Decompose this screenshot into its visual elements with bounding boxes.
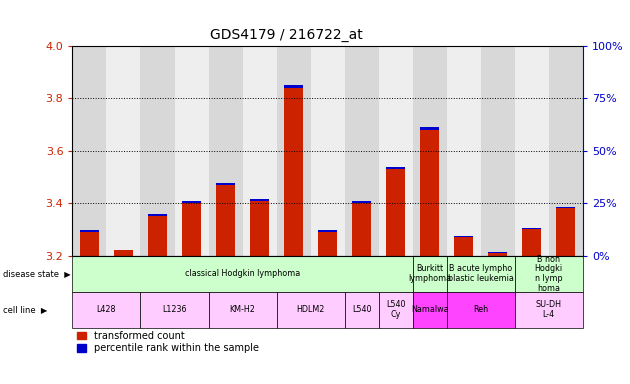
Bar xyxy=(515,46,549,256)
Bar xyxy=(447,256,515,291)
Text: Reh: Reh xyxy=(473,305,488,314)
Bar xyxy=(140,46,175,256)
Title: GDS4179 / 216722_at: GDS4179 / 216722_at xyxy=(210,28,363,42)
Text: HDLM2: HDLM2 xyxy=(296,305,325,314)
Bar xyxy=(556,209,575,256)
Text: L540: L540 xyxy=(352,305,371,314)
Text: classical Hodgkin lymphoma: classical Hodgkin lymphoma xyxy=(185,269,300,278)
Text: L540
Cy: L540 Cy xyxy=(386,300,405,319)
Bar xyxy=(345,46,379,256)
Bar xyxy=(148,215,167,216)
Text: disease state  ▶: disease state ▶ xyxy=(3,269,71,278)
Bar xyxy=(515,291,583,328)
Bar xyxy=(352,201,371,203)
Text: KM-H2: KM-H2 xyxy=(229,305,256,314)
Bar xyxy=(277,291,345,328)
Bar xyxy=(250,199,269,200)
Bar xyxy=(488,253,507,256)
Text: Burkitt
lymphoma: Burkitt lymphoma xyxy=(408,264,451,283)
Bar xyxy=(182,201,201,203)
Text: Namalwa: Namalwa xyxy=(411,305,449,314)
Bar xyxy=(72,46,106,256)
Bar xyxy=(148,216,167,256)
Legend: transformed count, percentile rank within the sample: transformed count, percentile rank withi… xyxy=(74,327,263,358)
Bar xyxy=(243,46,277,256)
Bar xyxy=(311,46,345,256)
Bar xyxy=(379,46,413,256)
Text: L428: L428 xyxy=(97,305,116,314)
Bar xyxy=(182,203,201,256)
Bar xyxy=(352,203,371,256)
Bar xyxy=(318,232,337,256)
Bar xyxy=(386,167,405,169)
Bar xyxy=(481,46,515,256)
Bar xyxy=(80,230,99,232)
Text: SU-DH
L-4: SU-DH L-4 xyxy=(536,300,562,319)
Text: L1236: L1236 xyxy=(163,305,186,314)
Bar xyxy=(549,46,583,256)
Bar xyxy=(277,46,311,256)
Bar xyxy=(175,46,209,256)
Bar xyxy=(345,291,379,328)
Bar xyxy=(454,236,473,237)
Bar xyxy=(522,228,541,229)
Bar xyxy=(72,291,140,328)
Text: B non
Hodgki
n lymp
homa: B non Hodgki n lymp homa xyxy=(535,255,563,293)
Bar xyxy=(447,46,481,256)
Bar xyxy=(72,256,413,291)
Bar xyxy=(522,229,541,256)
Bar xyxy=(488,252,507,253)
Bar xyxy=(284,85,303,88)
Bar xyxy=(216,183,235,185)
Text: cell line  ▶: cell line ▶ xyxy=(3,305,47,314)
Bar xyxy=(386,169,405,256)
Bar xyxy=(106,46,140,256)
Bar xyxy=(413,291,447,328)
Bar xyxy=(250,200,269,256)
Bar xyxy=(318,230,337,232)
Text: B acute lympho
blastic leukemia: B acute lympho blastic leukemia xyxy=(448,264,513,283)
Bar xyxy=(209,46,243,256)
Bar xyxy=(556,207,575,209)
Bar xyxy=(420,127,439,130)
Bar xyxy=(379,291,413,328)
Bar xyxy=(140,291,209,328)
Bar xyxy=(80,232,99,256)
Bar xyxy=(114,250,133,256)
Bar xyxy=(413,46,447,256)
Bar xyxy=(420,130,439,256)
Bar xyxy=(209,291,277,328)
Bar xyxy=(216,185,235,256)
Bar xyxy=(413,256,447,291)
Bar xyxy=(447,291,515,328)
Bar xyxy=(515,256,583,291)
Bar xyxy=(284,88,303,256)
Bar xyxy=(454,237,473,256)
